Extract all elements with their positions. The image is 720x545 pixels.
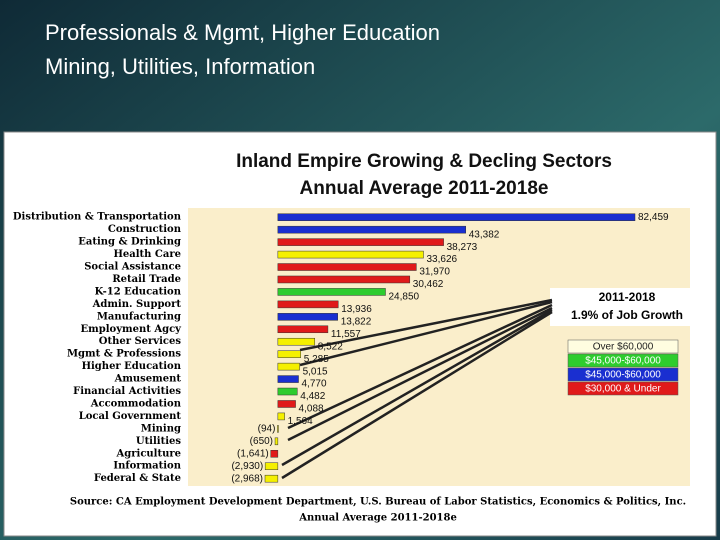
bar bbox=[277, 288, 386, 296]
value-label: 4,482 bbox=[300, 391, 325, 402]
category-label: Mining bbox=[141, 423, 181, 434]
category-label: Federal & State bbox=[94, 473, 181, 484]
category-label: Utilities bbox=[136, 436, 182, 447]
value-label: 13,822 bbox=[341, 316, 372, 327]
bar bbox=[277, 425, 279, 433]
category-label: Other Services bbox=[99, 336, 182, 347]
source: Annual Average 2011-2018e bbox=[298, 513, 457, 524]
value-label: (94) bbox=[258, 424, 276, 435]
bar bbox=[277, 362, 300, 371]
value-label: (1,641) bbox=[237, 448, 269, 459]
category-label: Construction bbox=[108, 224, 182, 235]
bar bbox=[277, 412, 285, 421]
value-label: 31,970 bbox=[419, 267, 450, 278]
header-line: Mining, Utilities, Information bbox=[45, 54, 315, 79]
bar bbox=[277, 213, 636, 221]
bar bbox=[264, 462, 279, 470]
category-label: Distribution & Transportation bbox=[13, 212, 182, 223]
legend-swatch bbox=[567, 339, 679, 354]
value-label: 8,522 bbox=[318, 341, 343, 352]
value-label: 13,936 bbox=[341, 304, 372, 315]
value-label: 4,770 bbox=[302, 379, 327, 390]
legend-swatch bbox=[567, 353, 679, 368]
annotation: 2011-2018 bbox=[599, 290, 656, 304]
value-label: 4,088 bbox=[299, 404, 324, 415]
category-label: Agriculture bbox=[116, 448, 182, 459]
value-label: (650) bbox=[250, 436, 273, 447]
category-label: Retail Trade bbox=[112, 274, 181, 285]
category-label: Local Government bbox=[79, 411, 182, 422]
value-label: 11,557 bbox=[331, 329, 361, 340]
bar bbox=[277, 337, 316, 346]
category-label: Admin. Support bbox=[92, 299, 182, 310]
category-label: Accommodation bbox=[90, 398, 182, 409]
legend-label: Over $60,000 bbox=[593, 342, 654, 353]
value-label: 5,285 bbox=[304, 354, 329, 365]
annotation-box bbox=[550, 288, 698, 326]
bar bbox=[277, 250, 424, 259]
legend-label: $30,000 & Under bbox=[585, 384, 661, 395]
legend-label: $45,000-$60,000 bbox=[585, 356, 661, 367]
bar bbox=[264, 474, 279, 483]
bar bbox=[277, 225, 467, 234]
value-label: 33,626 bbox=[426, 254, 457, 265]
bar bbox=[277, 275, 411, 284]
bar bbox=[270, 450, 279, 458]
category-label: Financial Activities bbox=[73, 386, 181, 397]
category-label: K-12 Education bbox=[95, 286, 182, 297]
bar bbox=[277, 325, 329, 334]
bar bbox=[277, 263, 417, 271]
value-label: (2,930) bbox=[231, 461, 263, 472]
category-label: Higher Education bbox=[82, 361, 182, 372]
header-line: Professionals & Mgmt, Higher Education bbox=[45, 20, 440, 45]
category-label: Mgmt & Professions bbox=[67, 349, 181, 360]
value-label: 30,462 bbox=[413, 279, 444, 290]
value-label: 5,015 bbox=[303, 366, 328, 377]
chart-title: Inland Empire Growing & Decling Sectors bbox=[236, 151, 612, 172]
bar bbox=[277, 387, 298, 396]
bar bbox=[277, 300, 339, 309]
category-label: Eating & Drinking bbox=[78, 237, 181, 248]
category-label: Information bbox=[113, 461, 181, 472]
category-label: Amusement bbox=[114, 374, 182, 385]
bar bbox=[277, 375, 299, 383]
legend-swatch bbox=[567, 381, 679, 396]
arrows bbox=[281, 298, 553, 480]
category-label: Employment Agcy bbox=[81, 324, 183, 335]
source: Source: CA Employment Development Depart… bbox=[70, 497, 686, 508]
category-label: Social Assistance bbox=[84, 262, 181, 273]
category-label: Health Care bbox=[113, 249, 181, 260]
bar bbox=[274, 437, 279, 446]
legend-label: $45,000-$60,000 bbox=[585, 370, 661, 381]
value-label: 43,382 bbox=[469, 229, 500, 240]
category-label: Manufacturing bbox=[97, 311, 181, 322]
legend-swatch bbox=[567, 367, 679, 382]
annotation: 1.9% of Job Growth bbox=[571, 308, 683, 322]
value-label: 82,459 bbox=[638, 212, 669, 223]
value-label: (2,968) bbox=[231, 473, 263, 484]
bar bbox=[277, 350, 301, 358]
value-label: 1,564 bbox=[288, 416, 313, 427]
chart-subtitle: Annual Average 2011-2018e bbox=[300, 178, 549, 199]
bar bbox=[277, 400, 296, 408]
bar bbox=[277, 313, 338, 321]
value-label: 24,850 bbox=[388, 292, 419, 303]
value-label: 38,273 bbox=[447, 242, 478, 253]
bar bbox=[277, 238, 444, 246]
